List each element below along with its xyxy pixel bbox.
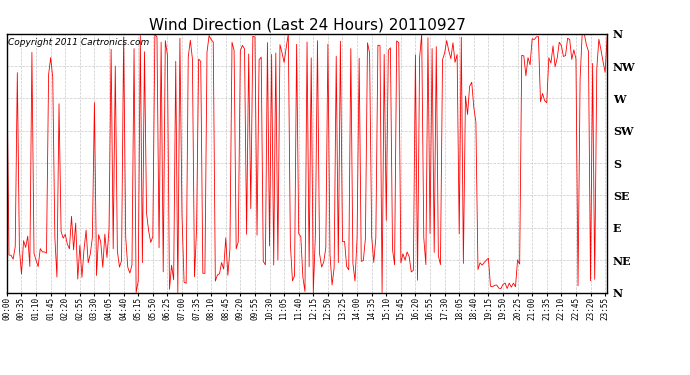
Text: Copyright 2011 Cartronics.com: Copyright 2011 Cartronics.com (8, 38, 149, 46)
Title: Wind Direction (Last 24 Hours) 20110927: Wind Direction (Last 24 Hours) 20110927 (148, 18, 466, 33)
